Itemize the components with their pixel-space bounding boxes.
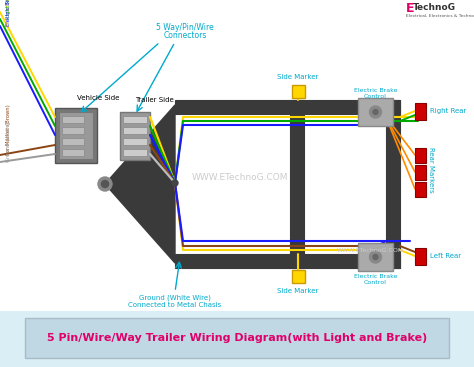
Bar (175, 254, 400, 268)
Bar (415, 182, 426, 197)
Bar (175, 100, 400, 114)
Bar (358, 243, 393, 271)
Text: Electric Brake(Blue): Electric Brake(Blue) (6, 0, 11, 26)
Bar (25, 318, 449, 358)
Bar (123, 116, 147, 123)
Bar (0, 0, 474, 310)
Text: Left Rear: Left Rear (430, 253, 462, 259)
Bar (415, 248, 426, 265)
Bar (292, 85, 305, 98)
Bar (62, 127, 84, 134)
Circle shape (101, 181, 109, 188)
Bar (358, 98, 393, 126)
Text: Electrical, Electronics & Technology: Electrical, Electronics & Technology (406, 14, 474, 18)
Bar (290, 100, 304, 268)
Text: Connectors: Connectors (164, 32, 207, 40)
Bar (62, 149, 84, 156)
Bar (59, 112, 93, 159)
Bar (123, 138, 147, 145)
Circle shape (373, 109, 378, 115)
Text: Right Rear (Green): Right Rear (Green) (6, 0, 11, 19)
Bar (55, 108, 97, 163)
Polygon shape (105, 105, 175, 263)
Text: Electric Brake: Electric Brake (354, 88, 397, 94)
Text: E: E (406, 1, 414, 15)
Text: Trailer Side: Trailer Side (135, 97, 174, 103)
Bar (62, 116, 84, 123)
Text: TechnoG: TechnoG (413, 4, 456, 12)
Text: WWW.ETechnoG.COM: WWW.ETechnoG.COM (192, 174, 288, 182)
Bar (415, 103, 426, 120)
Text: Side Marker: Side Marker (277, 74, 319, 80)
Circle shape (98, 177, 112, 191)
Bar (123, 149, 147, 156)
Text: Vehicle Side: Vehicle Side (77, 95, 119, 101)
Bar (120, 112, 150, 160)
Text: Connected to Metal Chasis: Connected to Metal Chasis (128, 302, 222, 308)
Text: 5 Way/Pin/Wire: 5 Way/Pin/Wire (156, 23, 214, 33)
Bar (415, 165, 426, 180)
Text: Right Rear: Right Rear (430, 108, 466, 114)
Text: Rear Markers: Rear Markers (428, 147, 434, 193)
Bar (386, 100, 400, 268)
Text: Ground (White): Ground (White) (6, 121, 11, 162)
Bar (292, 270, 305, 283)
Text: Ground (White Wire): Ground (White Wire) (139, 295, 211, 301)
Bar (123, 127, 147, 134)
Circle shape (370, 106, 382, 118)
Text: Electric Brake: Electric Brake (354, 275, 397, 280)
Text: WWW.ETechnoG.COM: WWW.ETechnoG.COM (337, 247, 404, 252)
Text: Control: Control (364, 280, 387, 284)
Bar (62, 138, 84, 145)
Text: For Marker (Brown): For Marker (Brown) (6, 104, 11, 155)
Bar (415, 148, 426, 163)
Text: Left Rear (Yellow): Left Rear (Yellow) (6, 0, 11, 12)
Text: Side Marker: Side Marker (277, 288, 319, 294)
Circle shape (370, 251, 382, 263)
Text: Control: Control (364, 94, 387, 98)
Circle shape (172, 180, 178, 186)
Text: 5 Pin/Wire/Way Trailer Wiring Diagram(with Light and Brake): 5 Pin/Wire/Way Trailer Wiring Diagram(wi… (47, 333, 427, 343)
Circle shape (373, 254, 378, 259)
